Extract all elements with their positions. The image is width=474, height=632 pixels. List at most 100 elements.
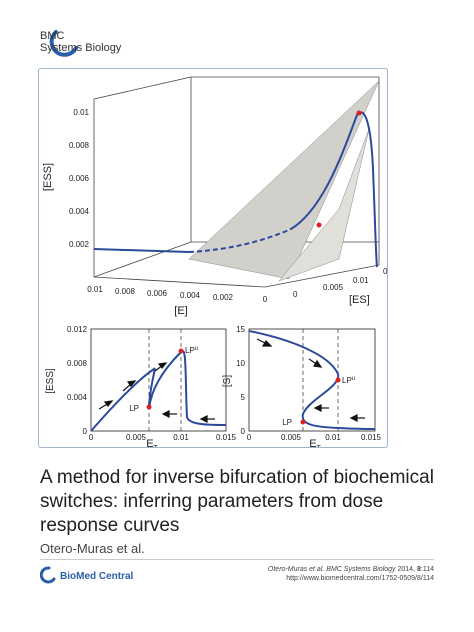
plot-bottom-right: LP LPu 15 10 5 0 0 0.005 0.01 0.015 [S] xyxy=(222,325,382,447)
curve-stable-right xyxy=(290,111,378,268)
citation-article: :114 xyxy=(420,566,434,573)
journal-name: BMC Systems Biology xyxy=(40,30,121,54)
journal-logo xyxy=(49,30,78,57)
citation-line1: Otero-Muras et al. BMC Systems Biology 2… xyxy=(268,565,434,574)
plot-frame xyxy=(90,328,227,432)
direction-arrow-head xyxy=(199,415,208,423)
hysteresis-curve xyxy=(90,349,227,432)
x-axis-label: ET xyxy=(146,438,158,447)
journal-name-line1: BMC xyxy=(40,30,65,42)
citation-year: 2014, xyxy=(397,566,416,573)
citation-authors: Otero-Muras et al. xyxy=(267,566,325,573)
y-axis-label: [ESS] xyxy=(45,368,56,394)
lp-u-label-main: LP xyxy=(185,346,195,355)
z-tick-label: 0.01 xyxy=(73,108,89,117)
y-tick-label: 0.008 xyxy=(67,359,88,368)
y-tick-label: 0.01 xyxy=(353,276,369,285)
direction-arrow-head xyxy=(313,404,322,412)
lp-u-label-sup: u xyxy=(352,376,355,382)
limit-point-marker xyxy=(316,222,322,228)
y-tick-label: 10 xyxy=(236,359,245,368)
x-tick-label: 0 xyxy=(263,295,268,304)
lp-marker xyxy=(146,404,152,410)
x-axis-label: ET xyxy=(309,438,321,447)
citation-journal: BMC Systems Biology xyxy=(326,566,396,573)
publisher-logo: BioMed Central xyxy=(40,566,134,584)
journal-name-line2: Systems Biology xyxy=(40,42,122,54)
direction-arrow-head xyxy=(157,362,168,369)
box-edge xyxy=(264,264,380,288)
z-tick-label: 0.004 xyxy=(69,207,90,216)
z-axis-label: [ESS] xyxy=(42,163,54,191)
lp-u-marker xyxy=(178,348,184,354)
lp-label: LP xyxy=(129,404,139,413)
lp-label: LP xyxy=(282,418,292,427)
box-edge xyxy=(93,276,266,288)
y-tick-label: 0.004 xyxy=(67,393,88,402)
x-tick-label: 0.01 xyxy=(325,433,341,442)
y-axis-label: [S] xyxy=(222,375,233,387)
y-tick-label: 0 xyxy=(241,427,246,436)
lp-u-label: LPu xyxy=(342,376,355,385)
lp-u-marker xyxy=(335,377,341,383)
x-tick-label: 0.015 xyxy=(361,433,382,442)
x-axis-label-sub: T xyxy=(154,445,159,447)
y-axis-label: [ES] xyxy=(349,294,370,306)
y-tick-label: 0.012 xyxy=(67,325,88,334)
citation-volume: 8 xyxy=(416,566,421,573)
direction-arrow-head xyxy=(313,359,323,368)
box-edge xyxy=(93,241,192,278)
figure-panel: 0.01 0.008 0.006 0.004 0.002 [ESS] 0.01 … xyxy=(38,68,388,448)
x-tick-label: 0.004 xyxy=(180,291,201,300)
curve-stable-left xyxy=(93,248,190,253)
x-tick-label: 0.002 xyxy=(213,293,234,302)
z-tick-label: 0.002 xyxy=(69,240,90,249)
citation-url[interactable]: http://www.biomedcentral.com/1752-0509/8… xyxy=(286,575,434,582)
y-tick-label: 0.005 xyxy=(323,283,344,292)
x-tick-label: 0.008 xyxy=(115,287,136,296)
box-edge xyxy=(93,76,192,100)
plot-bottom-left: LP LPu 0.012 0.008 0.004 0 0 0.005 xyxy=(45,325,237,447)
lp-u-label-main: LP xyxy=(342,376,352,385)
figure-svg: 0.01 0.008 0.006 0.004 0.002 [ESS] 0.01 … xyxy=(42,76,387,447)
plot-frame xyxy=(248,328,376,432)
direction-arrow-head xyxy=(261,340,273,347)
x-axis-label-main: E xyxy=(146,438,153,447)
divider xyxy=(40,559,434,560)
x-axis-label: [E] xyxy=(174,305,187,317)
plot-3d: 0.01 0.008 0.006 0.004 0.002 [ESS] 0.01 … xyxy=(42,76,387,317)
x-tick-label: 0.01 xyxy=(87,285,103,294)
direction-arrow-head xyxy=(103,400,114,407)
x-tick-label: 0 xyxy=(247,433,252,442)
limit-point-marker xyxy=(356,110,362,116)
direction-arrow-head xyxy=(161,410,170,418)
x-tick-label: 0.005 xyxy=(281,433,302,442)
citation: Otero-Muras et al. BMC Systems Biology 2… xyxy=(268,565,434,583)
article-authors: Otero-Muras et al. xyxy=(40,541,145,556)
x-axis-label-main: E xyxy=(309,438,316,447)
x-tick-label: 0 xyxy=(89,433,94,442)
x-tick-label: 0.006 xyxy=(147,289,168,298)
x-tick-label: 0.01 xyxy=(173,433,189,442)
article-title: A method for inverse bifurcation of bioc… xyxy=(40,467,434,536)
publisher-logo-icon xyxy=(40,566,56,584)
lp-u-label: LPu xyxy=(185,346,198,355)
y-tick-label: 5 xyxy=(241,393,246,402)
y-tick-label: 0 xyxy=(293,290,298,299)
manifold-surface xyxy=(188,80,380,280)
corner-tick-label: 0 xyxy=(383,267,387,276)
x-tick-label: 0.015 xyxy=(216,433,237,442)
y-tick-label: 15 xyxy=(236,325,245,334)
x-tick-label: 0.005 xyxy=(126,433,147,442)
z-tick-label: 0.008 xyxy=(69,141,90,150)
y-tick-label: 0 xyxy=(83,427,88,436)
z-tick-label: 0.006 xyxy=(69,174,90,183)
direction-arrow-head xyxy=(349,414,358,422)
lp-marker xyxy=(300,419,306,425)
direction-arrow-head xyxy=(126,380,137,387)
lp-u-label-sup: u xyxy=(195,346,198,352)
hysteresis-curve xyxy=(248,330,376,430)
x-axis-label-sub: T xyxy=(317,445,322,447)
curve-unstable xyxy=(188,228,292,253)
publisher-name: BioMed Central xyxy=(60,571,134,582)
